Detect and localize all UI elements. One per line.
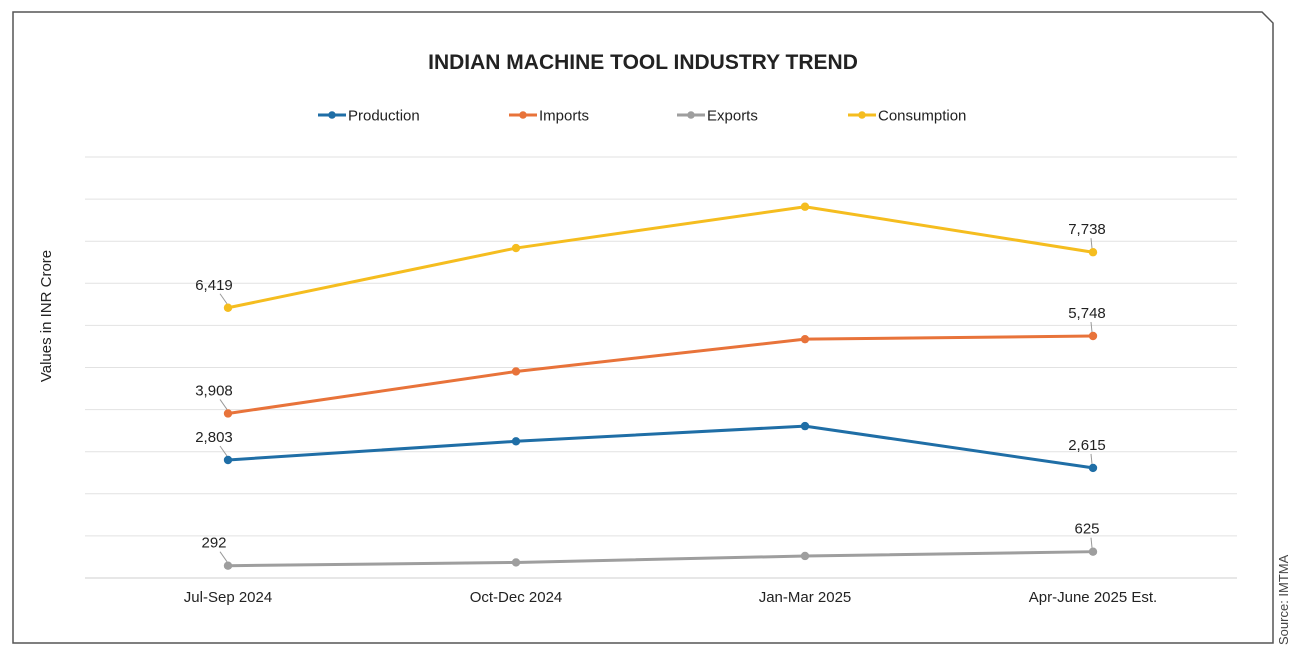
data-label-leader: [219, 399, 228, 410]
series-line-exports: [227, 550, 1094, 568]
legend: Production Imports Exports Consumption: [318, 108, 966, 125]
series-line-imports: [227, 334, 1094, 415]
legend-label: Consumption: [878, 108, 966, 125]
data-label-leader: [219, 551, 228, 562]
data-label-leader: [1090, 453, 1093, 464]
x-tick-label: Oct-Dec 2024: [470, 589, 563, 606]
data-point-consumption: [223, 303, 233, 312]
series-imports: 3,908 5,748: [195, 305, 1106, 418]
data-point-consumption: [800, 202, 810, 211]
data-label-leader: [1090, 537, 1093, 548]
chart-title: INDIAN MACHINE TOOL INDUSTRY TREND: [428, 51, 858, 74]
legend-label: Production: [348, 108, 420, 125]
legend-item-exports: Exports: [677, 108, 758, 125]
data-label-leader: [1090, 321, 1093, 333]
data-point-production: [1088, 463, 1098, 473]
data-label-imports: 3,908: [195, 382, 233, 399]
source-note: Source: IMTMA: [1276, 554, 1291, 645]
series-consumption: 6,419 7,738: [195, 202, 1106, 312]
data-point-imports: [223, 409, 233, 418]
x-axis-tick-labels: Jul-Sep 2024 Oct-Dec 2024 Jan-Mar 2025 Apr-…: [184, 589, 1157, 606]
legend-item-imports: Imports: [509, 108, 589, 125]
series-exports: 292 625: [201, 521, 1100, 570]
data-label-production: 2,803: [195, 429, 233, 446]
data-label-leader: [219, 445, 228, 457]
chart-border: [12, 11, 1274, 644]
data-point-exports: [511, 558, 521, 567]
data-label-leader: [1090, 238, 1093, 249]
data-label-production: 2,615: [1068, 437, 1106, 454]
data-label-consumption: 6,419: [195, 277, 233, 294]
legend-label: Imports: [539, 108, 589, 125]
legend-item-production: Production: [318, 108, 420, 125]
data-point-exports: [800, 551, 810, 561]
legend-swatch-marker: [519, 111, 527, 119]
y-axis-label: Values in INR Crore: [38, 250, 55, 382]
gridlines: [85, 156, 1237, 579]
data-label-imports: 5,748: [1068, 305, 1106, 322]
data-point-exports: [1088, 547, 1098, 556]
data-point-imports: [511, 367, 521, 376]
data-point-imports: [800, 334, 810, 344]
legend-label: Exports: [707, 108, 758, 125]
data-label-exports: 625: [1074, 521, 1099, 538]
data-point-consumption: [511, 243, 521, 253]
data-point-production: [223, 455, 233, 465]
series-line-production: [227, 424, 1094, 470]
x-tick-label: Apr-June 2025 Est.: [1029, 589, 1157, 606]
data-point-production: [800, 421, 810, 431]
data-point-exports: [223, 561, 233, 570]
data-label-consumption: 7,738: [1068, 221, 1106, 238]
x-tick-label: Jul-Sep 2024: [184, 589, 272, 606]
data-point-production: [511, 437, 521, 446]
series-line-consumption: [227, 205, 1094, 310]
x-tick-label: Jan-Mar 2025: [759, 589, 852, 606]
data-point-consumption: [1088, 248, 1098, 257]
legend-swatch-marker: [687, 111, 695, 119]
legend-swatch-marker: [328, 111, 336, 119]
series-production: 2,803 2,615: [195, 421, 1106, 473]
data-label-leader: [219, 293, 228, 305]
legend-item-consumption: Consumption: [848, 108, 966, 125]
series-layer: 2,803 2,615 3,908 5,748 292 625 6,419 7,738: [195, 202, 1106, 570]
legend-swatch-marker: [858, 111, 866, 119]
data-label-exports: 292: [201, 535, 226, 552]
data-point-imports: [1088, 331, 1098, 341]
